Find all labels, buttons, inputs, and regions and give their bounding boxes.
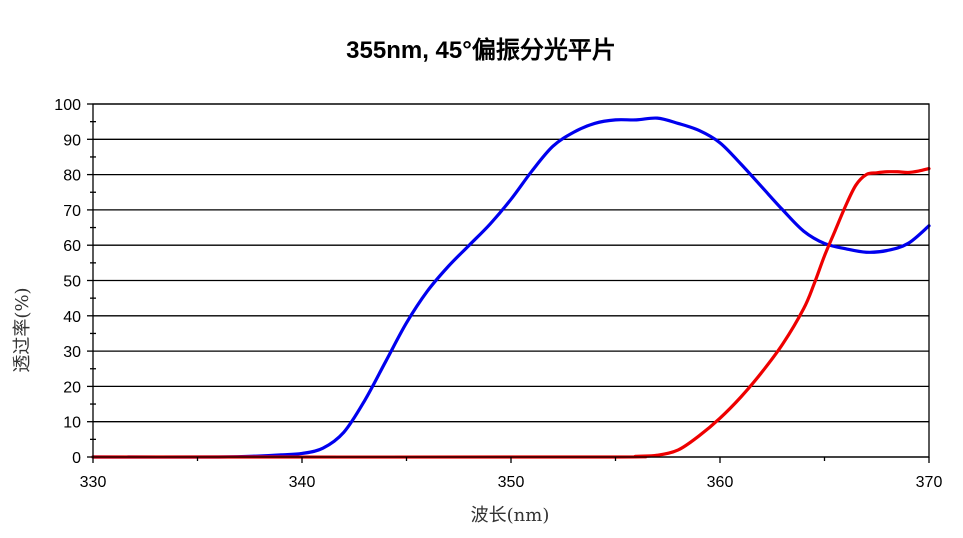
y-tick-label: 40 (63, 309, 81, 326)
x-tick-label: 370 (916, 474, 943, 491)
series-layer (91, 116, 931, 459)
gridlines (93, 103, 929, 458)
chart-title: 355nm, 45°偏振分光平片 (346, 36, 616, 64)
y-tick-label: 50 (63, 274, 81, 291)
y-tick-label: 70 (63, 203, 81, 220)
y-tick-label: 90 (63, 132, 81, 149)
tick-labels: 0 10 20 30 40 50 60 70 80 90 100 330 340 350 360 370 (54, 97, 942, 491)
x-tick-label: 350 (498, 474, 525, 491)
x-axis-label: 波长(nm) (471, 505, 550, 526)
x-tick-label: 360 (707, 474, 734, 491)
y-tick-label: 30 (63, 344, 81, 361)
y-tick-label: 80 (63, 168, 81, 185)
axis-ticks (87, 103, 930, 463)
y-tick-label: 100 (54, 97, 81, 114)
y-tick-label: 10 (63, 415, 81, 432)
y-tick-label: 60 (63, 238, 81, 255)
y-axis-label: 透过率(%) (12, 287, 33, 372)
x-tick-label: 330 (80, 474, 107, 491)
series-line-1 (91, 116, 931, 459)
series-line-2 (91, 167, 931, 459)
y-tick-label: 20 (63, 379, 81, 396)
y-tick-label: 0 (72, 450, 81, 467)
x-tick-label: 340 (289, 474, 316, 491)
